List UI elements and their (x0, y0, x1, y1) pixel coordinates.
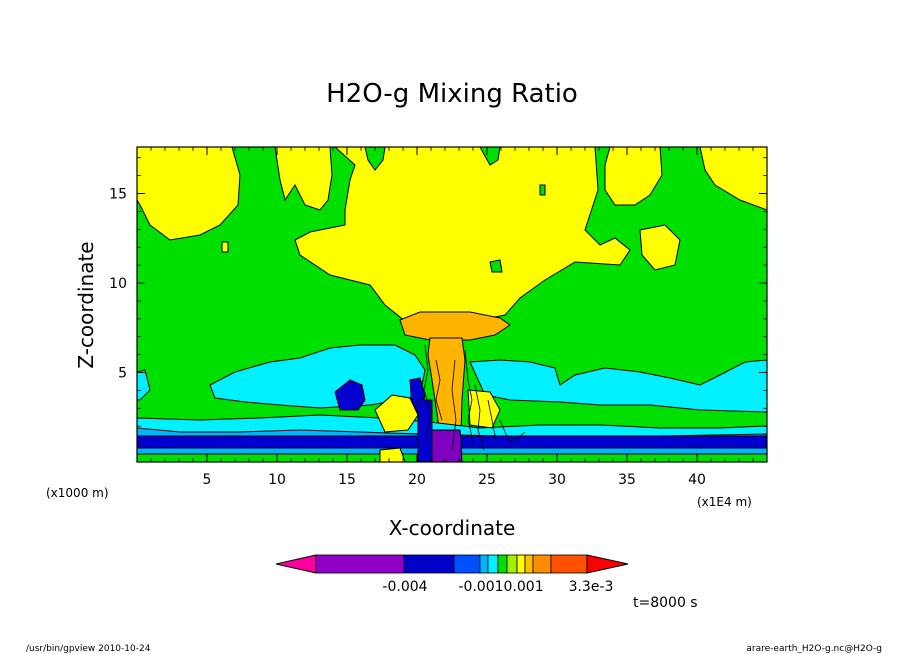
colorbar-segment (532, 554, 552, 574)
y-axis-ticks: 5 10 15 (109, 157, 767, 445)
footer-right: arare-earth_H2O-g.nc@H2O-g (746, 644, 882, 654)
contour-spot-2 (539, 184, 546, 196)
colorbar (275, 554, 629, 574)
colorbar-label-2: -0.0010.001 (458, 579, 543, 595)
x-tick-label: 30 (548, 472, 566, 488)
x-unit-left: (x1000 m) (46, 486, 109, 500)
y-axis-label: Z-coordinate (74, 241, 98, 368)
colorbar-segment (524, 554, 534, 574)
contour-blue-patch (334, 379, 366, 411)
colorbar-left-arrow (275, 554, 317, 574)
x-tick-label: 40 (688, 472, 706, 488)
colorbar-right-arrow (586, 554, 629, 574)
x-unit-right: (x1E4 m) (697, 495, 752, 509)
x-tick-label: 15 (338, 472, 356, 488)
contour-cyan-right (469, 359, 767, 413)
contour-cyan-mid-left (209, 344, 426, 409)
x-tick-label: 5 (203, 472, 212, 488)
x-tick-label: 10 (268, 472, 286, 488)
time-label: t=8000 s (633, 595, 698, 611)
x-axis-label: X-coordinate (389, 516, 516, 540)
colorbar-segment (506, 554, 518, 574)
contour-cyan-left (137, 369, 151, 401)
contour-yellow-upper-right (604, 147, 663, 206)
contour-orange-anvil (399, 311, 511, 341)
colorbar-segment (497, 554, 508, 574)
contour-purple-core (427, 429, 463, 462)
contour-green-hole (364, 147, 386, 171)
chart-title: H2O-g Mixing Ratio (326, 79, 578, 109)
contour-spot-1 (489, 259, 503, 273)
x-tick-label: 20 (408, 472, 426, 488)
y-tick-label: 15 (109, 187, 127, 203)
x-tick-label: 25 (478, 472, 496, 488)
contour-yellow-patch-right (639, 224, 681, 271)
x-axis-ticks: 5 10 15 20 25 30 35 40 (150, 147, 754, 488)
plot-frame (136, 146, 768, 463)
colorbar-segment (315, 554, 405, 574)
colorbar-segment (479, 554, 489, 574)
colorbar-segment (453, 554, 481, 574)
colorbar-label-3: 3.3e-3 (569, 579, 614, 595)
colorbar-segment (550, 554, 588, 574)
contour-yellow-small (221, 241, 229, 253)
contour-yellow-far-right (699, 147, 767, 211)
x-tick-label: 35 (618, 472, 636, 488)
y-tick-label: 10 (109, 276, 127, 292)
colorbar-segment (403, 554, 455, 574)
y-tick-label: 5 (118, 366, 127, 382)
colorbar-segment (487, 554, 499, 574)
colorbar-label-1: -0.004 (382, 579, 427, 595)
contour-field (137, 147, 767, 462)
contour-green-hole-2 (479, 147, 501, 166)
colorbar-segment (516, 554, 526, 574)
contour-yellow-upper-mid (274, 147, 333, 211)
contour-yellow-upper-left (137, 147, 241, 241)
turbulence-strokes (423, 344, 526, 451)
contour-yellow-bottom (379, 447, 406, 462)
footer-left: /usr/bin/gpview 2010-10-24 (26, 644, 151, 654)
